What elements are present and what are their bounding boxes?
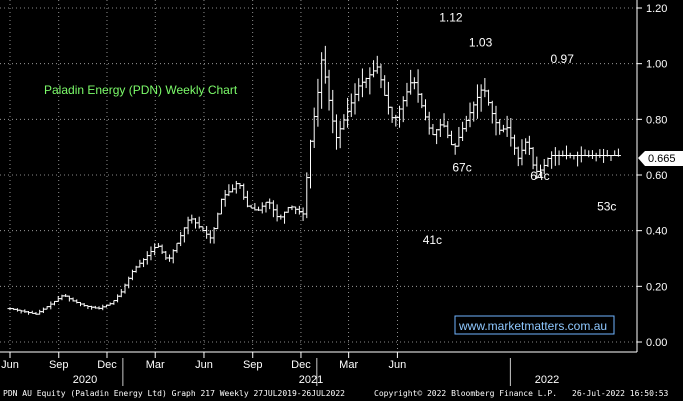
annotations: 1.12 1.03 67c 41c 64c 0.97 53c: [423, 10, 617, 246]
annotation-label: 64c: [530, 169, 549, 183]
grid: [0, 0, 637, 352]
x-tick-label: Sep: [49, 359, 69, 371]
x-tick-label: Sep: [243, 359, 263, 371]
annotation-label: 41c: [423, 233, 442, 247]
price-chart: 0.00 0.20 0.40 0.60 0.80 1.00 1.20 Jun Sep Dec Ma…: [0, 0, 683, 386]
last-price-label: 0.665: [648, 153, 676, 165]
footer: PDN AU Equity (Paladin Energy Ltd) Graph…: [0, 386, 683, 401]
y-tick-label: 0.20: [646, 281, 667, 293]
x-axis-ticks: Jun Sep Dec Mar Jun Sep Dec Mar Jun 2020 2021 2022: [1, 352, 559, 386]
year-label: 2022: [535, 374, 559, 386]
ohlc-bar: [615, 148, 621, 157]
annotation-label: 1.12: [439, 10, 463, 24]
footer-center: Copyright© 2022 Bloomberg Finance L.P.: [374, 389, 558, 398]
y-tick-label: 1.00: [646, 59, 667, 71]
annotation-label: 1.03: [469, 36, 493, 50]
year-label: 2021: [299, 374, 323, 386]
x-tick-label: Jun: [389, 359, 407, 371]
footer-right: 26-Jul-2022 16:50:53: [572, 389, 669, 398]
y-tick-label: 0.00: [646, 337, 667, 349]
x-tick-label: Jun: [195, 359, 213, 371]
y-tick-label: 0.60: [646, 170, 667, 182]
y-tick-label: 0.40: [646, 226, 667, 238]
annotation-label: 67c: [452, 161, 471, 175]
x-tick-label: Dec: [291, 359, 311, 371]
chart-title: Paladin Energy (PDN) Weekly Chart: [44, 83, 238, 97]
last-price-tag: 0.665: [638, 151, 683, 166]
x-tick-label: Jun: [1, 359, 19, 371]
year-label: 2020: [73, 374, 97, 386]
x-tick-label: Dec: [97, 359, 117, 371]
price-bars: [7, 45, 621, 315]
y-tick-label: 1.20: [646, 3, 667, 15]
annotation-label: 53c: [597, 199, 616, 213]
y-axis-ticks: 0.00 0.20 0.40 0.60 0.80 1.00 1.20: [637, 3, 667, 349]
x-tick-label: Mar: [339, 359, 358, 371]
y-tick-label: 0.80: [646, 114, 667, 126]
watermark-box[interactable]: www.marketmatters.com.au: [454, 315, 615, 335]
footer-left: PDN AU Equity (Paladin Energy Ltd) Graph…: [3, 389, 345, 398]
x-tick-label: Mar: [146, 359, 165, 371]
watermark-link[interactable]: www.marketmatters.com.au: [458, 319, 607, 333]
annotation-label: 0.97: [551, 52, 575, 66]
